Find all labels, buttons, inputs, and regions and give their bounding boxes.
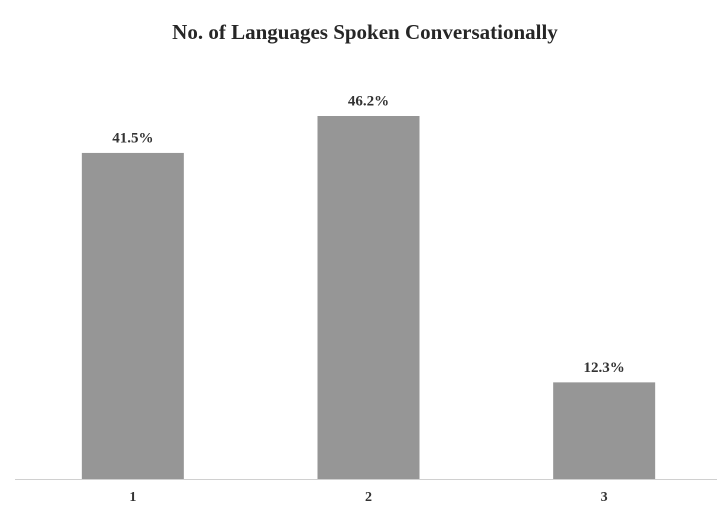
data-label: 46.2% bbox=[348, 93, 389, 109]
x-tick-label: 2 bbox=[365, 490, 372, 505]
x-tick-label: 1 bbox=[129, 490, 136, 505]
bar bbox=[553, 382, 656, 479]
chart-title: No. of Languages Spoken Conversationally bbox=[172, 20, 558, 44]
bar bbox=[317, 116, 420, 479]
data-label: 12.3% bbox=[584, 360, 625, 376]
data-label: 41.5% bbox=[112, 130, 153, 146]
bar bbox=[81, 152, 184, 479]
x-tick-label: 3 bbox=[601, 490, 608, 505]
